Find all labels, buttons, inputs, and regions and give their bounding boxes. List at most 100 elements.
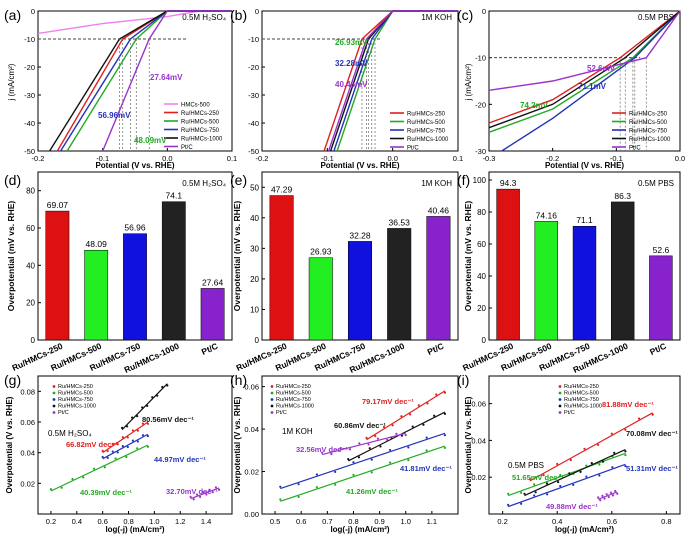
bar-e — [308, 257, 333, 341]
data-point-i — [579, 470, 582, 473]
x-axis-label-a: Potential (V vs. RHE) — [95, 161, 174, 170]
data-point-g — [106, 449, 109, 453]
data-point-i — [569, 458, 572, 462]
data-point-i — [624, 450, 627, 453]
data-point-i — [609, 491, 612, 494]
overpotential-label-a: 48.09mV — [134, 136, 167, 145]
legend-marker-g — [52, 404, 56, 408]
x-tick-label-g: 0.4 — [72, 517, 82, 526]
y-tick-label-i: 0.02 — [471, 473, 486, 482]
slope-label-g: 66.82mV dec⁻¹ — [66, 440, 118, 449]
y-axis-label-e: Overpotential (mV vs. RHE) — [232, 201, 242, 312]
data-point-h — [297, 495, 300, 499]
data-point-h — [425, 449, 428, 452]
x-tick-label-b: 0.0 — [387, 154, 397, 163]
bar-value-label-d: 48.09 — [86, 239, 108, 249]
data-point-g — [131, 416, 134, 419]
panel-label-d: (d) — [4, 172, 21, 188]
data-point-g — [198, 495, 202, 498]
data-point-i — [610, 432, 613, 435]
data-point-g — [114, 457, 117, 460]
overpotential-label-b: 26.93mV — [335, 38, 368, 47]
x-tick-label-g: 1.0 — [149, 517, 159, 526]
legend-marker-g — [52, 411, 56, 414]
bar-f — [610, 201, 635, 341]
legend-marker-h — [270, 385, 274, 388]
data-point-g — [211, 491, 214, 494]
data-point-g — [71, 477, 74, 481]
x-tick-label-g: 0.6 — [97, 517, 107, 526]
legend-entry-a: Ru/HMCs-500 — [181, 120, 220, 126]
slope-label-i: 81.88mV dec⁻¹ — [602, 400, 654, 409]
axes-frame-b — [261, 10, 459, 152]
y-axis-label-a: j (mA/cm²) — [7, 63, 16, 101]
y-tick-label-i: 0.06 — [471, 400, 486, 409]
legend-entry-a: Ru/HMCs-750 — [181, 128, 220, 134]
data-point-i — [523, 492, 526, 495]
y-tick-label-d: 80 — [26, 187, 35, 196]
data-point-g — [131, 439, 134, 442]
data-point-h — [358, 442, 361, 445]
legend-entry-a: HMCs-500 — [181, 103, 210, 109]
bar-d — [200, 288, 225, 341]
bar-e — [426, 216, 451, 341]
data-point-g — [141, 406, 144, 409]
x-tick-label-c: -0.1 — [610, 154, 623, 163]
slope-label-h: 60.86mV dec⁻¹ — [334, 421, 386, 430]
bar-f — [572, 225, 597, 341]
x-tick-label-h: 0.8 — [348, 517, 358, 526]
y-tick-label-a: -10 — [24, 35, 35, 44]
x-tick-label-g: 0.8 — [123, 517, 133, 526]
legend-marker-g — [52, 398, 56, 401]
series-line-b — [327, 10, 458, 152]
data-point-i — [542, 474, 545, 477]
legend-marker-h — [270, 398, 274, 401]
data-point-i — [597, 443, 600, 446]
fit-line-i — [597, 491, 618, 500]
bar-value-label-e: 40.46 — [428, 205, 450, 215]
data-point-i — [528, 477, 532, 481]
legend-marker-i — [558, 398, 562, 401]
data-point-h — [352, 473, 355, 477]
bar-f — [496, 188, 520, 341]
fit-line-h — [366, 390, 446, 441]
bar-value-label-e: 32.28 — [349, 230, 371, 240]
y-axis-label-f: Overpotential (mV vs. RHE) — [463, 201, 473, 312]
slope-label-g: 44.97mV dec⁻¹ — [154, 455, 206, 464]
data-point-g — [146, 404, 149, 408]
overpotential-label-b: 40.46mV — [335, 80, 368, 89]
bar-value-label-e: 36.53 — [389, 217, 411, 227]
data-point-i — [613, 451, 616, 455]
annotation-f: 0.5M PBS — [638, 179, 674, 188]
fit-line-h — [280, 445, 446, 502]
data-point-g — [103, 466, 106, 469]
data-point-i — [607, 495, 610, 499]
panel-label-f: (f) — [457, 172, 470, 188]
category-label-f: Pt/C — [648, 341, 668, 357]
axes-frame-i — [488, 375, 681, 515]
y-tick-label-e: 40 — [250, 214, 259, 223]
slope-label-i: 49.88mV dec⁻¹ — [546, 502, 598, 511]
bar-value-label-d: 27.64 — [202, 277, 224, 287]
y-axis-label-g: Overpotential (V vs. RHE) — [5, 396, 14, 493]
x-tick-label-i: 0.6 — [607, 517, 617, 526]
axes-frame-h — [261, 375, 459, 515]
y-tick-label-b: -40 — [248, 119, 259, 128]
y-tick-label-c: -20 — [475, 100, 486, 109]
data-point-h — [315, 473, 318, 476]
data-point-i — [533, 483, 536, 486]
legend-marker-i — [558, 391, 562, 395]
legend-entry-c: Ru/HMCs-500 — [629, 120, 668, 126]
y-tick-label-h: 0.02 — [244, 468, 259, 477]
annotation-h: 1M KOH — [282, 427, 313, 436]
data-point-h — [297, 483, 300, 486]
fit-line-g — [102, 433, 149, 460]
data-point-i — [611, 466, 614, 469]
x-tick-label-h: 0.5 — [270, 517, 280, 526]
legend-entry-c: Ru/HMCs-750 — [629, 129, 668, 135]
series-line-c — [488, 10, 681, 124]
data-point-g — [146, 422, 150, 425]
legend-entry-a: Ru/HMCs-250 — [181, 111, 220, 117]
data-point-g — [121, 436, 124, 439]
